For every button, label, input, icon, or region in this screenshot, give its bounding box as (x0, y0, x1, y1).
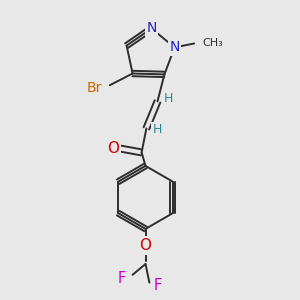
Text: N: N (146, 22, 157, 35)
Text: F: F (154, 278, 162, 293)
Text: Br: Br (87, 81, 102, 94)
Text: O: O (140, 238, 152, 253)
Text: N: N (169, 40, 180, 54)
Text: CH₃: CH₃ (202, 38, 223, 49)
Text: H: H (153, 123, 163, 136)
Text: H: H (164, 92, 174, 106)
Text: O: O (107, 141, 119, 156)
Text: F: F (118, 271, 126, 286)
